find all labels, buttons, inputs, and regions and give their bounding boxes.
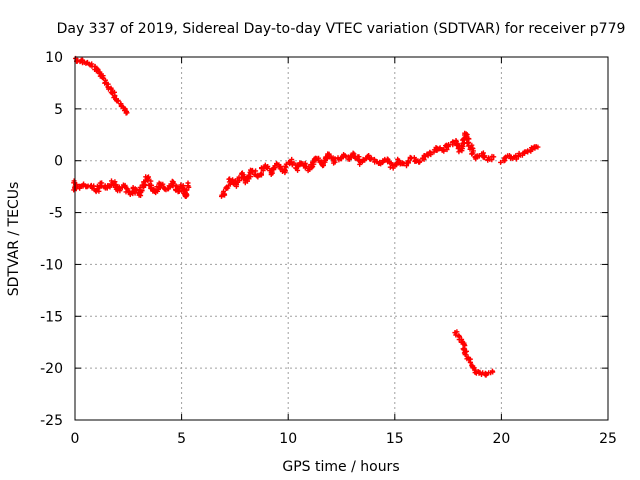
data-point [246,172,252,178]
data-points [71,55,541,378]
chart-title: Day 337 of 2019, Sidereal Day-to-day VTE… [57,21,626,37]
data-point [165,186,171,192]
data-point [482,153,488,159]
data-point [125,188,131,194]
data-point [480,150,486,156]
data-point [254,173,260,179]
data-point [347,156,352,162]
data-point [431,149,437,155]
y-tick-label: -20 [40,361,63,377]
data-point [458,339,464,345]
data-point [184,187,189,193]
x-tick-label: 0 [71,431,80,447]
data-point [405,159,411,165]
x-tick-label: 5 [177,431,186,447]
data-point [147,182,153,188]
y-tick-label: 0 [54,154,63,170]
data-point [332,156,338,162]
axis-ticks [74,56,609,421]
data-point [264,165,270,171]
data-point [160,181,166,187]
data-point [470,150,476,156]
series-descending-early [73,55,130,116]
y-tick-label: -5 [49,206,63,222]
x-axis-label: GPS time / hours [282,459,399,475]
data-point [428,150,434,156]
data-point [124,110,130,116]
data-point [114,98,120,104]
y-tick-label: 10 [45,50,63,66]
data-point [446,142,452,147]
data-point [223,185,229,191]
y-tick-label: -10 [40,257,63,273]
data-point [522,150,528,156]
data-point [288,159,294,165]
data-point [404,163,409,169]
data-point [304,164,310,170]
data-point [460,346,466,352]
data-point [227,176,233,182]
data-point [535,144,541,150]
y-tick-label: -15 [40,309,63,325]
series-early-band [71,174,192,199]
series-descending-late [452,329,496,378]
y-tick-labels: -25 -20 -15 -10 -5 0 5 10 [40,50,63,429]
x-tick-label: 25 [599,431,617,447]
data-point [185,180,191,186]
x-tick-label: 20 [492,431,510,447]
data-point [395,156,401,162]
data-point [498,159,504,165]
series-late-band [498,144,541,165]
data-point [485,155,491,161]
y-tick-label: 5 [54,102,63,118]
data-point [463,352,469,358]
data-point [417,158,423,164]
data-point [249,169,255,175]
data-point [269,170,275,176]
data-point [468,359,473,365]
x-tick-label: 10 [279,431,297,447]
data-point [132,186,138,192]
x-tick-labels: 0 5 10 15 20 25 [71,431,617,447]
y-axis-label: SDTVAR / TECUs [6,182,22,297]
y-tick-label: -25 [40,413,63,429]
data-point [456,149,462,155]
series-mid-band [219,130,497,199]
data-point [264,165,270,170]
data-point [112,179,118,185]
data-point [112,93,117,99]
data-point [387,164,393,170]
data-point [401,161,407,167]
data-point [148,178,154,184]
data-point [515,153,521,159]
data-point [466,356,472,362]
data-point [155,188,160,194]
data-point [387,159,393,165]
data-point [436,146,442,152]
plot-frame [74,56,609,421]
grid-lines [75,57,608,420]
data-point [454,329,460,335]
data-point [459,146,465,152]
data-point [289,156,295,162]
data-point [491,154,497,160]
data-point [258,171,264,177]
data-point [441,148,447,154]
data-point [453,138,459,143]
data-point [352,155,358,161]
data-point [221,188,227,194]
data-point [239,172,245,177]
data-point [490,369,496,375]
x-tick-label: 15 [386,431,404,447]
